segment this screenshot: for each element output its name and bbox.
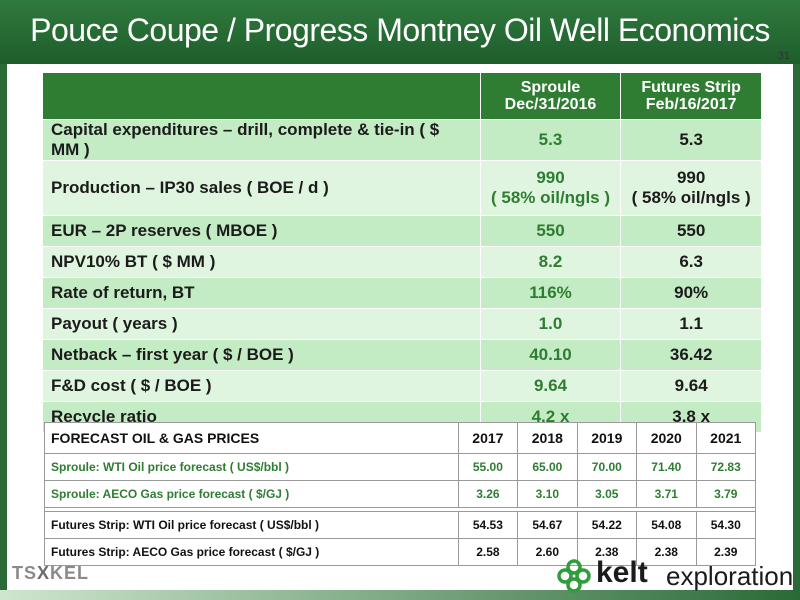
futures-production-mix: ( 58% oil/ngls ) [631, 188, 751, 207]
economics-row: Production – IP30 sales ( BOE / d ) 990 … [42, 160, 762, 216]
forecast-row-label: Futures Strip: WTI Oil price forecast ( … [44, 511, 459, 539]
forecast-value: 54.30 [695, 511, 757, 539]
futures-value: 990 ( 58% oil/ngls ) [620, 160, 762, 216]
forecast-value: 54.22 [576, 511, 638, 539]
futures-value: 550 [620, 215, 762, 247]
forecast-row: Futures Strip: AECO Gas price forecast (… [44, 538, 757, 566]
forecast-value: 3.71 [636, 480, 697, 508]
row-label: EUR – 2P reserves ( MBOE ) [42, 215, 481, 247]
forecast-value: 71.40 [636, 453, 697, 481]
sproule-header-line1: Sproule [520, 79, 581, 96]
futures-production: 990 [676, 168, 706, 187]
row-label: Capital expenditures – drill, complete &… [42, 119, 481, 161]
forecast-value: 3.79 [695, 480, 757, 508]
forecast-value: 55.00 [457, 453, 519, 481]
sproule-column-header: Sproule Dec/31/2016 [479, 72, 622, 120]
forecast-value: 65.00 [517, 453, 578, 481]
economics-row: Capital expenditures – drill, complete &… [42, 119, 762, 161]
year-header: 2021 [695, 422, 757, 454]
sproule-value: 550 [479, 215, 622, 247]
futures-column-header: Futures Strip Feb/16/2017 [620, 72, 762, 120]
futures-value: 1.1 [620, 308, 762, 340]
forecast-value: 54.67 [517, 511, 578, 539]
economics-table: Sproule Dec/31/2016 Futures Strip Feb/16… [42, 72, 762, 433]
forecast-value: 70.00 [576, 453, 638, 481]
forecast-row-label: Sproule: AECO Gas price forecast ( $/GJ … [44, 480, 459, 508]
celtic-knot-icon [557, 559, 591, 593]
futures-header-date: Feb/16/2017 [645, 96, 737, 113]
forecast-value: 3.05 [576, 480, 638, 508]
header-blank-cell [42, 72, 481, 120]
forecast-value: 2.60 [517, 538, 578, 566]
year-header: 2017 [457, 422, 519, 454]
sproule-value: 9.64 [479, 370, 622, 402]
futures-value: 6.3 [620, 246, 762, 278]
economics-header-row: Sproule Dec/31/2016 Futures Strip Feb/16… [42, 72, 762, 120]
left-border [0, 64, 7, 600]
row-label: Production – IP30 sales ( BOE / d ) [42, 160, 481, 216]
tsx-ticker-logo: TSXKEL [12, 563, 89, 584]
row-label: Netback – first year ( $ / BOE ) [42, 339, 481, 371]
forecast-value: 72.83 [695, 453, 757, 481]
sproule-value: 116% [479, 277, 622, 309]
futures-header-line1: Futures Strip [641, 79, 741, 96]
futures-value: 36.42 [620, 339, 762, 371]
forecast-value: 3.26 [457, 480, 519, 508]
brand-name: kelt [596, 556, 648, 589]
forecast-header-label: FORECAST OIL & GAS PRICES [44, 422, 459, 454]
sproule-production-mix: ( 58% oil/ngls ) [490, 188, 611, 207]
forecast-value: 2.38 [636, 538, 697, 566]
right-border [793, 64, 800, 600]
forecast-table: FORECAST OIL & GAS PRICES 2017 2018 2019… [44, 422, 757, 566]
page-number: 31 [777, 50, 790, 62]
year-header: 2018 [517, 422, 578, 454]
tsx-text: TS [12, 563, 38, 583]
title-bar: Pouce Coupe / Progress Montney Oil Well … [0, 0, 800, 64]
row-label: Payout ( years ) [42, 308, 481, 340]
forecast-row-label: Sproule: WTI Oil price forecast ( US$/bb… [44, 453, 459, 481]
forecast-row: Futures Strip: WTI Oil price forecast ( … [44, 511, 757, 539]
row-label: NPV10% BT ( $ MM ) [42, 246, 481, 278]
forecast-row: Sproule: AECO Gas price forecast ( $/GJ … [44, 480, 757, 508]
tsx-x-mark: X [37, 563, 51, 583]
economics-row: F&D cost ( $ / BOE ) 9.64 9.64 [42, 370, 762, 402]
row-label: Rate of return, BT [42, 277, 481, 309]
futures-value: 9.64 [620, 370, 762, 402]
ticker-text: KEL [50, 563, 90, 583]
forecast-value: 54.08 [636, 511, 697, 539]
kelt-logo: kelt exploration [556, 556, 796, 596]
brand-suffix: exploration [666, 561, 794, 591]
forecast-row-label: Futures Strip: AECO Gas price forecast (… [44, 538, 459, 566]
year-header: 2019 [576, 422, 638, 454]
sproule-value: 990 ( 58% oil/ngls ) [479, 160, 622, 216]
year-header: 2020 [636, 422, 697, 454]
economics-row: NPV10% BT ( $ MM ) 8.2 6.3 [42, 246, 762, 278]
row-label: F&D cost ( $ / BOE ) [42, 370, 481, 402]
forecast-header-row: FORECAST OIL & GAS PRICES 2017 2018 2019… [44, 422, 757, 454]
futures-value: 90% [620, 277, 762, 309]
forecast-row: Sproule: WTI Oil price forecast ( US$/bb… [44, 453, 757, 481]
economics-row: Rate of return, BT 116% 90% [42, 277, 762, 309]
economics-row: Payout ( years ) 1.0 1.1 [42, 308, 762, 340]
sproule-header-date: Dec/31/2016 [504, 96, 597, 113]
forecast-value: 54.53 [457, 511, 519, 539]
sproule-value: 8.2 [479, 246, 622, 278]
sproule-value: 40.10 [479, 339, 622, 371]
forecast-value: 2.38 [576, 538, 638, 566]
futures-value: 5.3 [620, 119, 762, 161]
forecast-value: 2.39 [695, 538, 757, 566]
sproule-value: 1.0 [479, 308, 622, 340]
economics-row: Netback – first year ( $ / BOE ) 40.10 3… [42, 339, 762, 371]
forecast-value: 3.10 [517, 480, 578, 508]
economics-row: EUR – 2P reserves ( MBOE ) 550 550 [42, 215, 762, 247]
sproule-production: 990 [536, 168, 565, 187]
page-title: Pouce Coupe / Progress Montney Oil Well … [30, 12, 770, 48]
sproule-value: 5.3 [479, 119, 622, 161]
bottom-band [0, 590, 800, 600]
forecast-value: 2.58 [457, 538, 519, 566]
